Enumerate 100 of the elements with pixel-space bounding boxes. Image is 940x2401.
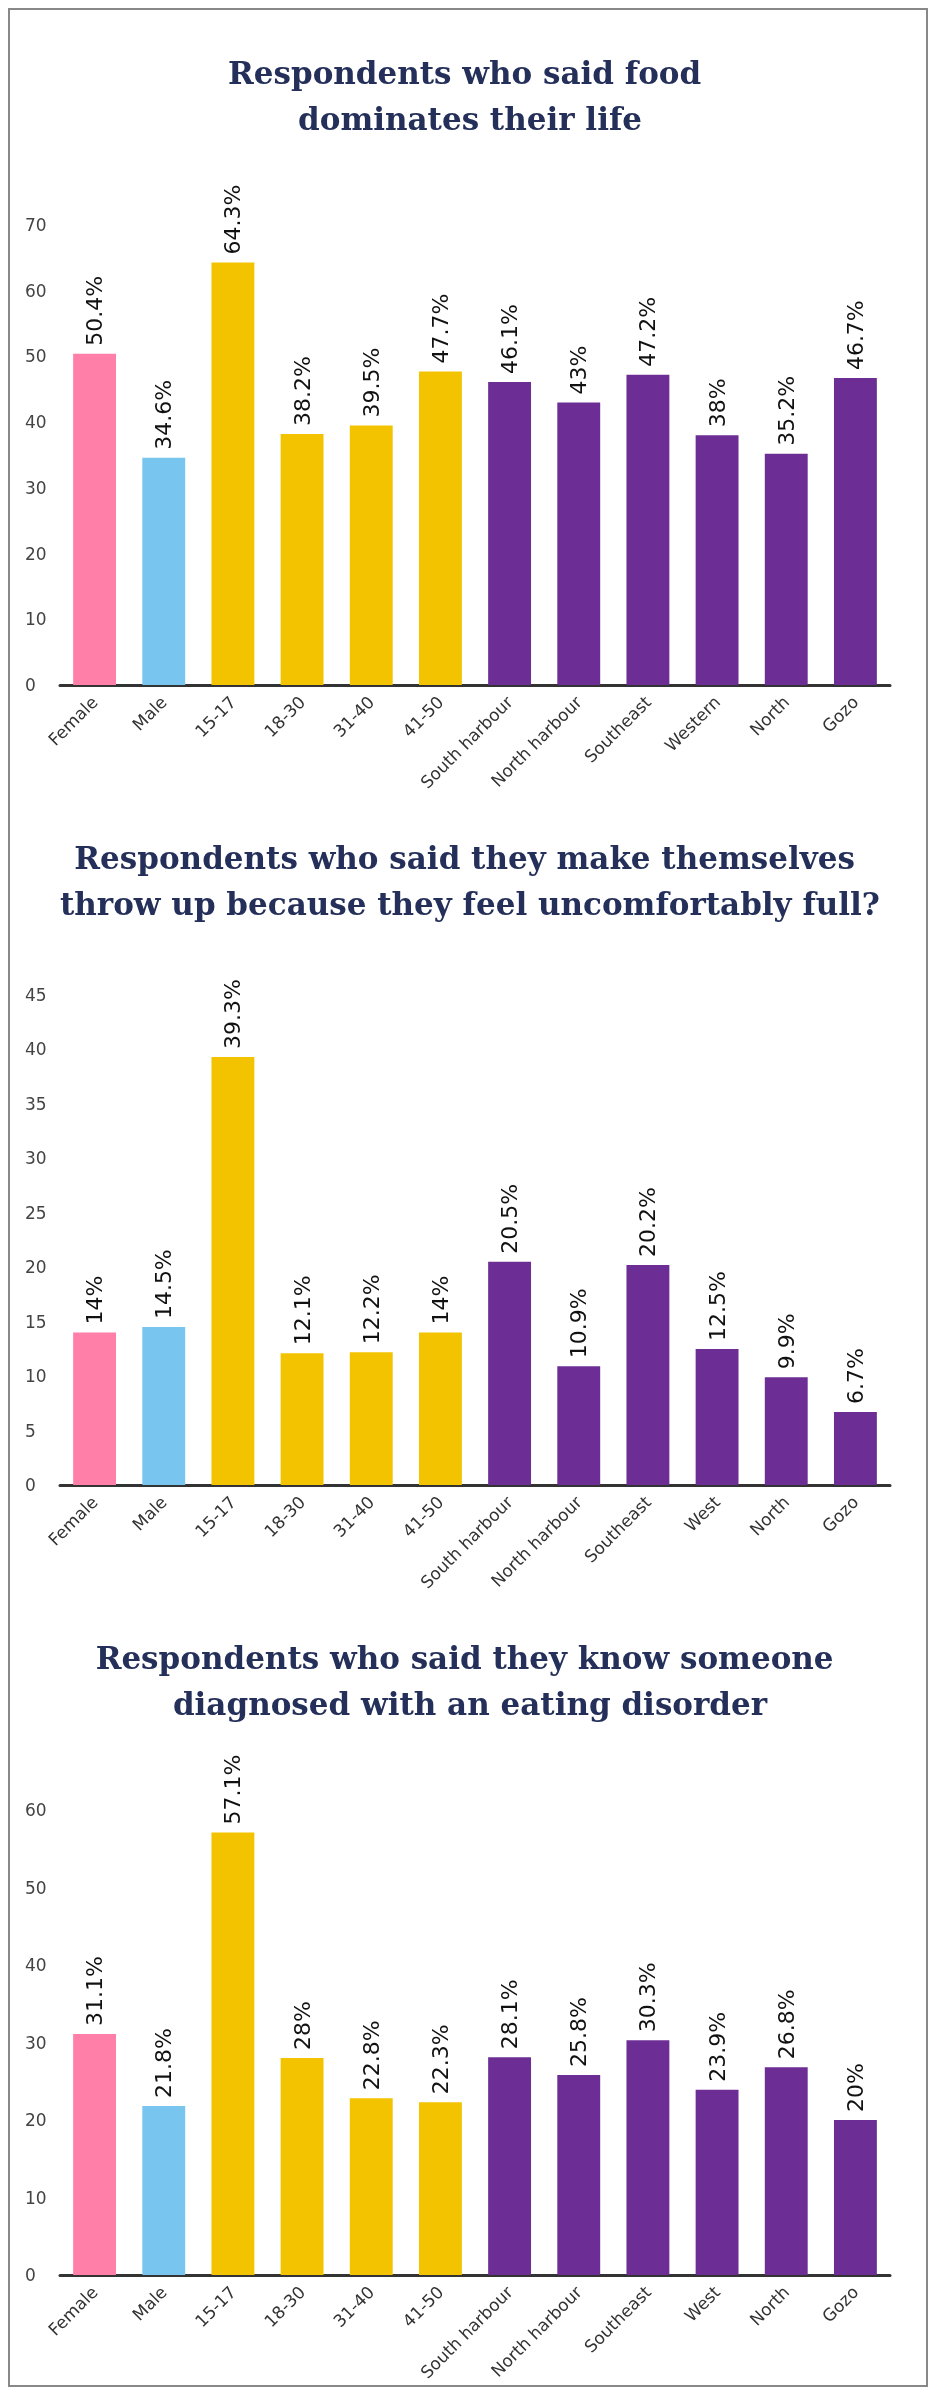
data-label: 25.8%: [566, 1997, 592, 2068]
y-tick-label: 35: [25, 1093, 47, 1114]
bar: [695, 1348, 739, 1485]
bar: [142, 457, 186, 685]
y-tick-label: 30: [25, 2032, 47, 2053]
y-tick-label: 20: [25, 1257, 47, 1278]
chart-title: Respondents who said they make themselves throw up because they feel uncomfortably full?: [60, 840, 880, 922]
bar: [833, 2120, 877, 2275]
y-tick-label: 0: [25, 2265, 36, 2285]
data-label: 20.2%: [635, 1187, 661, 1258]
bar: [626, 374, 670, 685]
data-label: 47.7%: [427, 293, 453, 364]
y-tick-label: 45: [25, 985, 47, 1005]
data-label: 21.8%: [151, 2028, 177, 2099]
bar: [142, 1327, 186, 1485]
y-tick-label: 70: [25, 215, 47, 235]
chart-title: Respondents who said they know someone diagnosed with an eating disorder: [95, 1640, 845, 1722]
data-label: 20%: [842, 2063, 868, 2112]
bar: [211, 262, 255, 685]
bar: [280, 433, 324, 685]
bar: [211, 1832, 255, 2275]
y-tick-label: 0: [25, 675, 36, 695]
bar: [833, 378, 877, 685]
data-label: 50.4%: [82, 275, 108, 346]
bar: [280, 1353, 324, 1485]
y-tick-label: 30: [25, 1148, 47, 1169]
data-label: 39.5%: [358, 347, 384, 418]
data-label: 30.3%: [635, 1962, 661, 2033]
bar: [349, 425, 393, 685]
data-label: 20.5%: [497, 1183, 523, 1254]
bar: [833, 1412, 877, 1485]
data-label: 14.5%: [151, 1249, 177, 1320]
bar: [211, 1057, 255, 1485]
bar: [73, 1332, 117, 1485]
data-label: 14%: [427, 1275, 453, 1325]
data-label: 12.2%: [358, 1274, 384, 1345]
y-tick-label: 10: [25, 609, 47, 630]
bar: [695, 2089, 739, 2275]
data-label: 9.9%: [773, 1313, 799, 1370]
bar: [349, 2098, 393, 2275]
data-label: 34.6%: [151, 379, 177, 450]
data-label: 12.5%: [704, 1271, 730, 1341]
bar: [626, 1265, 670, 1485]
bar: [488, 1261, 532, 1485]
y-tick-label: 10: [25, 1366, 47, 1387]
data-label: 31.1%: [82, 1956, 108, 2026]
data-label: 38.2%: [289, 356, 315, 426]
bar: [764, 1377, 808, 1485]
data-label: 14%: [82, 1275, 108, 1325]
y-tick-label: 5: [25, 1420, 36, 1441]
data-label: 26.8%: [773, 1989, 799, 2060]
bar: [557, 2075, 601, 2275]
bar: [280, 2058, 324, 2275]
data-label: 10.9%: [566, 1288, 592, 1359]
bar: [418, 2102, 462, 2275]
data-label: 46.7%: [842, 300, 868, 371]
bar: [73, 2033, 117, 2275]
y-tick-label: 15: [25, 1311, 47, 1332]
data-label: 35.2%: [773, 375, 799, 446]
bar: [557, 402, 601, 685]
data-label: 28.1%: [497, 1979, 523, 2050]
y-tick-label: 0: [25, 1475, 36, 1495]
bar: [764, 2067, 808, 2275]
bar: [557, 1366, 601, 1485]
bar: [418, 371, 462, 685]
bar: [488, 382, 532, 685]
bar: [73, 353, 117, 685]
data-label: 38%: [704, 378, 730, 428]
bar: [626, 2040, 670, 2275]
data-label: 39.3%: [220, 979, 246, 1050]
data-label: 28%: [289, 2001, 315, 2050]
y-tick-label: 40: [25, 1039, 47, 1060]
y-tick-label: 50: [25, 346, 47, 367]
chart-title: Respondents who said food dominates their life: [228, 55, 712, 137]
data-label: 46.1%: [497, 304, 523, 375]
bar: [142, 2106, 186, 2275]
bar: [695, 435, 739, 685]
y-tick-label: 20: [25, 543, 47, 564]
y-tick-label: 40: [25, 1955, 47, 1975]
y-tick-label: 30: [25, 477, 47, 498]
data-label: 64.3%: [220, 184, 246, 255]
bar: [418, 1332, 462, 1485]
y-tick-label: 50: [25, 1877, 47, 1898]
data-label: 12.1%: [289, 1275, 315, 1346]
y-tick-label: 40: [25, 412, 47, 433]
y-tick-label: 10: [25, 2187, 47, 2208]
y-tick-label: 20: [25, 2110, 47, 2130]
data-label: 22.8%: [358, 2020, 384, 2091]
data-label: 6.7%: [842, 1348, 868, 1405]
y-tick-label: 25: [25, 1202, 47, 1223]
y-tick-label: 60: [25, 280, 47, 301]
data-label: 57.1%: [220, 1754, 246, 1825]
bar: [764, 453, 808, 685]
bar: [349, 1352, 393, 1485]
data-label: 22.3%: [427, 2024, 453, 2095]
y-tick-label: 60: [25, 1800, 47, 1820]
data-label: 43%: [566, 345, 592, 395]
data-label: 47.2%: [635, 296, 661, 367]
data-label: 23.9%: [704, 2011, 730, 2082]
bar: [488, 2057, 532, 2275]
